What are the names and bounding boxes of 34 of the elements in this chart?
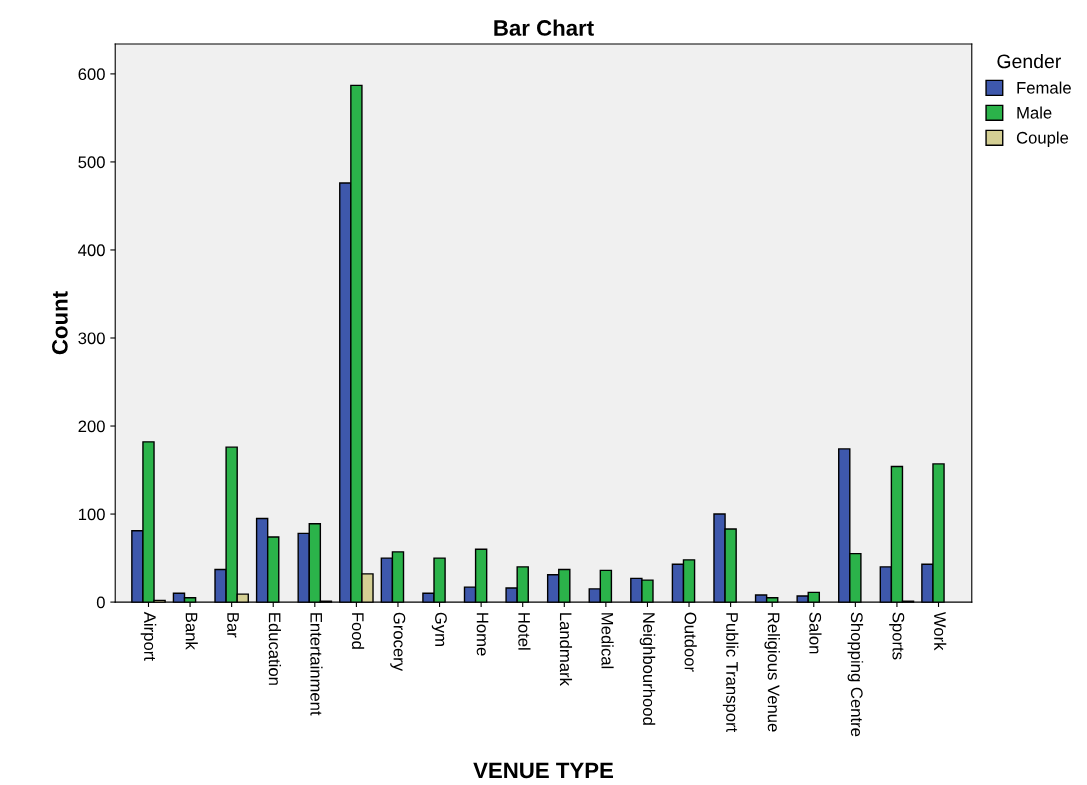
- x-tick-label: Grocery: [390, 612, 406, 672]
- y-tick-label: 200: [78, 420, 105, 433]
- x-tick-label: Home: [476, 613, 489, 656]
- x-tick-label: Sports: [889, 612, 905, 660]
- legend-title: Gender: [997, 53, 1061, 69]
- y-tick-label: 400: [78, 244, 105, 257]
- x-tick-label: Bar: [227, 613, 239, 638]
- x-tick-label: Public Transport: [722, 613, 739, 733]
- x-tick-label: Food: [351, 613, 365, 649]
- x-tick-label: Medical: [601, 613, 614, 669]
- x-tick-label: Shopping Centre: [847, 612, 864, 737]
- legend-label: Couple: [1016, 131, 1069, 147]
- y-tick-label: 100: [78, 508, 105, 521]
- x-tick-label: Airport: [140, 611, 157, 661]
- chart-title: Bar Chart: [494, 19, 594, 36]
- x-tick-label: Entertainment: [310, 613, 323, 716]
- x-tick-label: Hotel: [518, 613, 531, 650]
- legend-label: Female: [1017, 81, 1071, 94]
- legend-label: Male: [1017, 106, 1052, 119]
- x-axis-title: VENUE TYPE: [473, 762, 614, 779]
- y-tick-label: 0: [96, 596, 105, 609]
- y-axis-title: Count: [52, 291, 68, 355]
- x-tick-label: Work: [934, 611, 947, 651]
- x-tick-label: Religious Venue: [764, 613, 780, 732]
- x-tick-label: Outdoor: [684, 612, 697, 672]
- y-tick-label: 600: [78, 68, 105, 81]
- y-tick-label: 500: [78, 156, 105, 169]
- y-tick-label: 300: [78, 332, 105, 345]
- x-tick-label: Education: [268, 613, 281, 685]
- x-tick-label: Bank: [185, 613, 198, 650]
- x-tick-label: Landmark: [559, 613, 573, 686]
- x-tick-label: Gym: [431, 612, 447, 646]
- x-tick-label: Salon: [809, 612, 822, 654]
- x-tick-label: Neighbourhood: [639, 613, 656, 725]
